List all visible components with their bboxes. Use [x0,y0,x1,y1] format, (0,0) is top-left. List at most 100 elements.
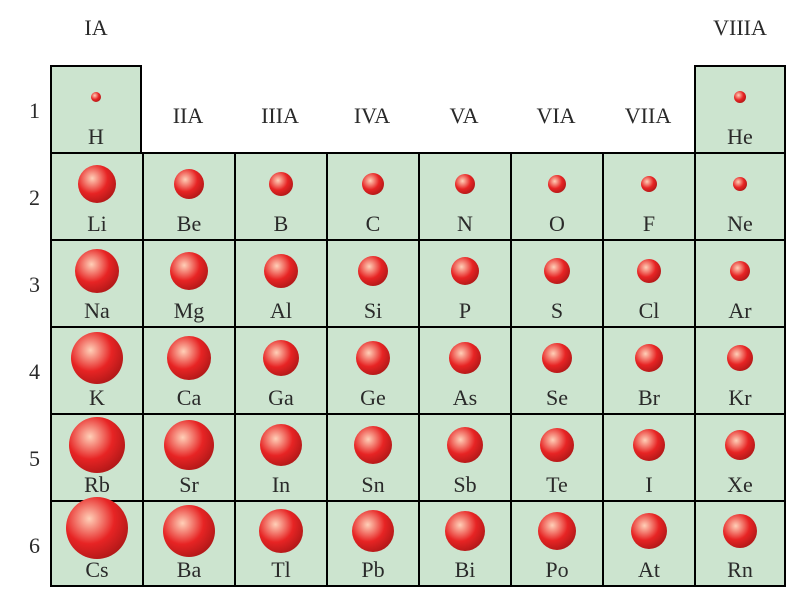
row-header: 2 [16,185,40,211]
element-cell: B [234,152,326,239]
element-cell: Cl [602,239,694,326]
atom-sphere-icon [91,92,101,102]
element-symbol: Ar [728,300,751,322]
element-cell: S [510,239,602,326]
element-cell: Ca [142,326,234,413]
element-cell: O [510,152,602,239]
column-header: VIA [510,103,602,129]
element-symbol: Kr [728,387,751,409]
atom-sphere-wrap [236,502,326,559]
element-symbol: B [274,213,289,235]
element-symbol: Cs [85,559,108,581]
atom-sphere-icon [631,513,667,549]
element-symbol: Be [177,213,201,235]
element-symbol: Sb [453,474,476,496]
element-symbol: Se [546,387,568,409]
element-cell: Sb [418,413,510,500]
atom-sphere-wrap [144,328,234,387]
element-symbol: Pb [361,559,384,581]
atom-sphere-icon [259,509,303,553]
column-header: IVA [326,103,418,129]
atom-sphere-wrap [52,67,140,126]
element-cell: He [694,65,786,152]
column-header: IA [50,15,142,41]
element-symbol: N [457,213,473,235]
atom-sphere-icon [362,173,384,195]
element-cell: Sn [326,413,418,500]
element-cell: Mg [142,239,234,326]
atom-sphere-icon [723,514,757,548]
atom-sphere-icon [263,340,299,376]
atom-sphere-wrap [604,241,694,300]
element-cell: Br [602,326,694,413]
element-cell: I [602,413,694,500]
element-cell: Po [510,500,602,587]
atom-sphere-icon [174,169,204,199]
atom-sphere-icon [637,259,661,283]
atom-sphere-icon [725,430,755,460]
atom-sphere-icon [449,342,481,374]
element-symbol: Na [84,300,110,322]
element-symbol: Cl [639,300,660,322]
row-header: 3 [16,272,40,298]
element-cell: Kr [694,326,786,413]
element-cell: Sr [142,413,234,500]
element-symbol: Si [364,300,382,322]
element-symbol: Mg [174,300,205,322]
atom-sphere-wrap [328,328,418,387]
column-header: VIIIA [694,15,786,41]
element-cell: Ar [694,239,786,326]
element-cell: Se [510,326,602,413]
element-cell: Si [326,239,418,326]
atom-sphere-wrap [328,502,418,559]
atom-sphere-wrap [144,502,234,559]
atom-sphere-icon [354,426,392,464]
atom-sphere-icon [264,254,298,288]
atom-sphere-icon [78,165,116,203]
atom-sphere-wrap [696,154,784,213]
atom-sphere-wrap [420,328,510,387]
element-symbol: Ne [727,213,753,235]
element-symbol: Ca [177,387,201,409]
atom-sphere-wrap [696,415,784,474]
atom-sphere-wrap [604,502,694,559]
atom-sphere-wrap [604,154,694,213]
atom-sphere-wrap [52,497,142,559]
atom-sphere-wrap [144,154,234,213]
atom-sphere-icon [352,510,394,552]
element-symbol: Rn [727,559,753,581]
element-symbol: Xe [727,474,753,496]
atom-sphere-icon [542,343,572,373]
atom-sphere-icon [356,341,390,375]
atom-sphere-icon [538,512,576,550]
atom-sphere-wrap [696,502,784,559]
atom-sphere-wrap [236,154,326,213]
atom-sphere-wrap [512,502,602,559]
element-symbol: Te [546,474,568,496]
atom-sphere-icon [163,505,215,557]
element-cell: As [418,326,510,413]
element-cell: Rn [694,500,786,587]
element-cell: Li [50,152,142,239]
atom-sphere-wrap [604,328,694,387]
atom-sphere-wrap [512,415,602,474]
row-header: 6 [16,533,40,559]
atom-sphere-icon [447,427,483,463]
atom-sphere-wrap [328,154,418,213]
atom-sphere-icon [445,511,485,551]
element-symbol: He [727,126,753,148]
element-cell: F [602,152,694,239]
atom-sphere-wrap [328,415,418,474]
atom-sphere-wrap [420,154,510,213]
element-symbol: H [88,126,104,148]
element-symbol: O [549,213,565,235]
atom-sphere-wrap [328,241,418,300]
element-symbol: K [89,387,105,409]
element-symbol: Ga [268,387,294,409]
atom-sphere-icon [71,332,123,384]
element-cell: Bi [418,500,510,587]
atom-sphere-icon [727,345,753,371]
atom-sphere-icon [451,257,479,285]
atom-sphere-wrap [696,328,784,387]
atom-sphere-wrap [512,154,602,213]
